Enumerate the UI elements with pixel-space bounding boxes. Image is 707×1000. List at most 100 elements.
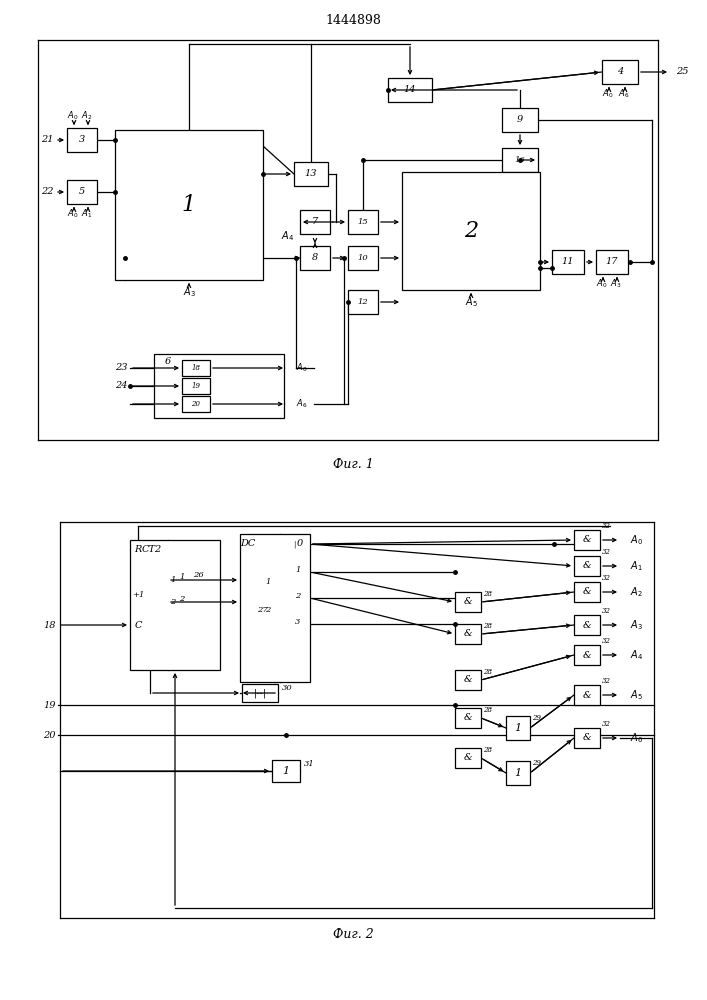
Text: Фиг. 2: Фиг. 2 xyxy=(332,928,373,942)
Text: 32: 32 xyxy=(602,522,611,530)
Text: $A_0$: $A_0$ xyxy=(602,88,614,100)
Bar xyxy=(455,670,481,690)
Text: $A_5$: $A_5$ xyxy=(464,295,477,309)
Text: 0: 0 xyxy=(297,540,303,548)
Bar xyxy=(182,396,210,412)
Text: 28: 28 xyxy=(483,706,492,714)
Bar xyxy=(182,360,210,376)
Text: $A_2$: $A_2$ xyxy=(81,110,93,122)
Text: $A_3$: $A_3$ xyxy=(630,618,643,632)
Text: &: & xyxy=(583,734,591,742)
Text: 1: 1 xyxy=(296,566,300,574)
Bar xyxy=(574,556,600,576)
Bar xyxy=(455,592,481,612)
Text: 1: 1 xyxy=(515,723,522,733)
Text: &: & xyxy=(583,536,591,544)
Text: $A_5$: $A_5$ xyxy=(630,688,643,702)
Text: 1: 1 xyxy=(515,768,522,778)
Text: $A_1$: $A_1$ xyxy=(81,208,93,220)
Text: 31: 31 xyxy=(304,760,315,768)
Text: &: & xyxy=(464,597,472,606)
Bar xyxy=(348,290,378,314)
Text: 28: 28 xyxy=(483,668,492,676)
Text: 10: 10 xyxy=(358,254,368,262)
Bar xyxy=(388,78,432,102)
Text: 3: 3 xyxy=(296,618,300,626)
Text: $A_3$: $A_3$ xyxy=(182,285,195,299)
Bar xyxy=(574,645,600,665)
Text: 21: 21 xyxy=(42,135,54,144)
Text: &: & xyxy=(583,562,591,570)
Text: 1: 1 xyxy=(180,573,185,581)
Bar xyxy=(574,582,600,602)
Bar xyxy=(294,162,328,186)
Text: $A_0$: $A_0$ xyxy=(296,362,308,374)
Text: &: & xyxy=(583,620,591,630)
Text: 1444898: 1444898 xyxy=(325,13,381,26)
Text: 19: 19 xyxy=(44,700,56,710)
Text: CT2: CT2 xyxy=(142,546,162,554)
Text: 19: 19 xyxy=(192,382,201,390)
Bar xyxy=(182,378,210,394)
Text: 22: 22 xyxy=(42,188,54,196)
Text: $A_0$: $A_0$ xyxy=(596,278,608,290)
Text: &: & xyxy=(464,676,472,684)
Text: $A_2$: $A_2$ xyxy=(630,585,643,599)
Bar xyxy=(455,748,481,768)
Text: 28: 28 xyxy=(483,746,492,754)
Text: $A_0$: $A_0$ xyxy=(630,533,643,547)
Text: 8: 8 xyxy=(312,253,318,262)
Bar xyxy=(154,354,284,418)
Text: $A_1$: $A_1$ xyxy=(630,559,643,573)
Text: Фиг. 1: Фиг. 1 xyxy=(332,458,373,472)
Text: +1: +1 xyxy=(132,591,144,599)
Bar xyxy=(348,246,378,270)
Bar xyxy=(552,250,584,274)
Text: 2: 2 xyxy=(170,598,175,606)
Text: 6: 6 xyxy=(165,358,171,366)
Text: 28: 28 xyxy=(483,590,492,598)
Text: 17: 17 xyxy=(606,257,618,266)
Bar xyxy=(348,210,378,234)
Text: $A_4$: $A_4$ xyxy=(281,229,295,243)
Bar xyxy=(240,534,310,682)
Text: 3: 3 xyxy=(79,135,85,144)
Text: &: & xyxy=(464,754,472,762)
Bar xyxy=(130,540,220,670)
Text: 1: 1 xyxy=(170,576,175,584)
Bar xyxy=(402,172,540,290)
Bar xyxy=(596,250,628,274)
Text: &: & xyxy=(464,630,472,639)
Bar xyxy=(455,708,481,728)
Bar xyxy=(455,624,481,644)
Text: |--|: |--| xyxy=(254,688,267,698)
Text: 2: 2 xyxy=(296,592,300,600)
Bar xyxy=(574,728,600,748)
Text: 25: 25 xyxy=(676,68,689,77)
Text: $A_6$: $A_6$ xyxy=(296,398,308,410)
Text: 23: 23 xyxy=(115,363,128,372)
Text: 20: 20 xyxy=(44,730,56,740)
Bar xyxy=(115,130,263,280)
Bar xyxy=(272,760,300,782)
Text: 2: 2 xyxy=(464,220,478,242)
Text: 30: 30 xyxy=(282,684,293,692)
Text: 2: 2 xyxy=(265,606,271,614)
Text: $A_6$: $A_6$ xyxy=(618,88,630,100)
Text: 16: 16 xyxy=(515,156,525,164)
Bar xyxy=(67,180,97,204)
Text: C: C xyxy=(134,620,141,630)
Bar xyxy=(506,716,530,740)
Text: 32: 32 xyxy=(602,548,611,556)
Text: 18: 18 xyxy=(192,364,201,372)
Text: 32: 32 xyxy=(602,677,611,685)
Text: &: & xyxy=(583,650,591,660)
Text: |: | xyxy=(293,540,296,548)
Text: 4: 4 xyxy=(617,68,623,77)
Text: 32: 32 xyxy=(602,720,611,728)
Text: 13: 13 xyxy=(305,169,317,178)
Text: $A_6$: $A_6$ xyxy=(630,731,643,745)
Text: 20: 20 xyxy=(192,400,201,408)
Text: DC: DC xyxy=(240,540,256,548)
Text: R: R xyxy=(134,546,141,554)
